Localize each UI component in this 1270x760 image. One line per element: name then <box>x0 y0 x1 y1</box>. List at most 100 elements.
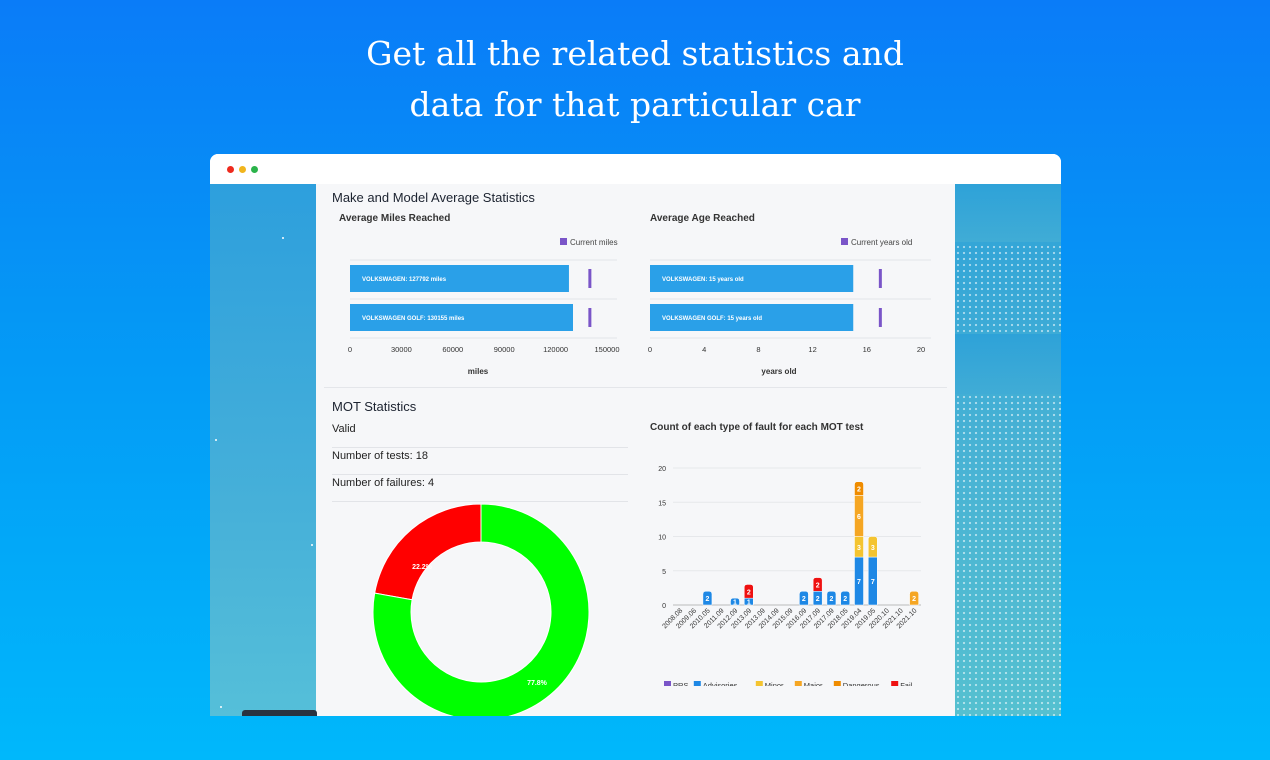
fault-legend-swatch <box>755 681 763 686</box>
donut-slices <box>372 504 590 716</box>
miles-tick-labels: 0 30000 60000 90000 120000 150000 <box>348 345 620 354</box>
fault-bar-value: 7 <box>871 579 875 586</box>
age-chart: Current years old VOLKSWAGEN: 15 years o… <box>648 238 931 376</box>
fault-y-tick: 20 <box>658 466 666 473</box>
miles-bar[interactable] <box>350 265 569 292</box>
miles-bars: VOLKSWAGEN: 127792 miles VOLKSWAGEN GOLF:… <box>350 265 592 331</box>
fault-bar-segment-major[interactable] <box>909 591 919 606</box>
miles-bar-label: VOLKSWAGEN: 127792 miles <box>362 277 447 283</box>
miles-chart-title: Average Miles Reached <box>339 213 451 224</box>
pass-percent-label: 77.8% <box>527 680 548 687</box>
fault-bar-value: 1 <box>747 600 751 607</box>
app-window: Make and Model Average Statistics Averag… <box>210 154 1061 716</box>
fault-legend-label[interactable]: Fail <box>900 681 912 686</box>
close-window-button[interactable] <box>227 166 234 173</box>
age-tick-labels: 0 4 8 12 16 20 <box>648 345 925 354</box>
headline-line-1: Get all the related statistics and <box>366 34 904 73</box>
window-titlebar <box>210 154 1061 184</box>
fault-bar-segment-fail[interactable] <box>744 584 754 599</box>
miles-tick-label: 0 <box>348 345 352 354</box>
averages-title: Make and Model Average Statistics <box>332 190 535 205</box>
pass-fail-donut: 22.2% 77.8% <box>372 504 590 716</box>
miles-tick-label: 120000 <box>543 345 568 354</box>
fault-legend-label[interactable]: Advisories <box>703 681 738 686</box>
age-bar[interactable] <box>650 304 854 331</box>
fault-gridlines <box>673 467 921 606</box>
miles-current-marker[interactable] <box>588 269 592 288</box>
fault-y-tick-labels: 0 5 10 15 20 <box>658 466 666 610</box>
age-tick-label: 0 <box>648 345 652 354</box>
background-speck <box>282 237 284 239</box>
maximize-window-button[interactable] <box>251 166 258 173</box>
fault-bar-value: 3 <box>857 545 861 552</box>
fault-y-tick: 10 <box>658 535 666 542</box>
fault-legend-label[interactable]: PRS <box>673 681 688 686</box>
fault-legend-label[interactable]: Minor <box>765 681 784 686</box>
miles-axis-label: miles <box>468 367 489 376</box>
fault-bar-segment-advisories[interactable] <box>840 591 850 606</box>
fault-y-tick: 15 <box>658 500 666 507</box>
fault-bar-value: 2 <box>843 596 847 603</box>
fault-legend-swatch <box>833 681 841 686</box>
background-speck <box>220 706 222 708</box>
fault-legend: PRS Advisories Minor Major Dangerous Fail <box>664 681 913 686</box>
fault-legend-swatch <box>794 681 802 686</box>
fault-bar-value: 3 <box>871 545 875 552</box>
age-current-marker[interactable] <box>878 269 882 288</box>
age-bar-label: VOLKSWAGEN GOLF: 15 years old <box>662 316 762 322</box>
miles-tick-label: 150000 <box>594 345 619 354</box>
fault-x-tick-labels: 2008.082009.062010.052011.092012.092013.… <box>661 607 918 630</box>
fault-bar-value: 2 <box>816 582 820 589</box>
page-background-right <box>955 184 1061 716</box>
fault-bars: 2 1 1 2 2 2 2 2 2 7 3 6 2 7 3 2 <box>702 481 919 607</box>
age-tick-label: 12 <box>808 345 816 354</box>
fault-legend-label[interactable]: Dangerous <box>843 681 880 686</box>
fault-bar-segment-advisories[interactable] <box>826 591 837 606</box>
age-bar[interactable] <box>650 265 854 292</box>
fault-bar-segment-fail[interactable] <box>812 577 823 592</box>
miles-tick-label: 60000 <box>442 345 463 354</box>
fault-y-tick: 0 <box>662 603 666 610</box>
fault-legend-swatch <box>891 681 899 686</box>
miles-gridlines <box>350 259 617 339</box>
donut-slice-fail[interactable] <box>374 504 482 601</box>
miles-bar[interactable] <box>350 304 573 331</box>
fault-bar-segment-minor[interactable] <box>868 536 878 558</box>
miles-chart: Current miles VOLKSWAGEN: 127792 milesVO… <box>348 238 620 376</box>
age-bars: VOLKSWAGEN: 15 years old VOLKSWAGEN GOLF:… <box>650 265 882 331</box>
miles-current-marker[interactable] <box>588 308 592 327</box>
donut-slice-pass[interactable] <box>372 504 590 716</box>
age-tick-label: 16 <box>863 345 871 354</box>
minimize-window-button[interactable] <box>239 166 246 173</box>
age-chart-title: Average Age Reached <box>650 213 755 224</box>
fault-bar-segment-advisories[interactable] <box>702 591 713 606</box>
fault-chart: 0 5 10 15 20 2 1 1 2 2 2 2 2 2 7 3 6 2 7 3 2 2008.082009.06… <box>658 466 921 686</box>
age-tick-label: 20 <box>917 345 925 354</box>
fault-legend-swatch <box>664 681 671 686</box>
section-divider <box>324 387 947 388</box>
legend-label-current-years[interactable]: Current years old <box>851 238 912 247</box>
age-axis-label: years old <box>761 367 796 376</box>
fault-bar-segment-advisories[interactable] <box>730 597 740 606</box>
fault-bar-value: 2 <box>802 596 806 603</box>
fault-bar-value: 2 <box>857 487 861 494</box>
fault-bar-value: 6 <box>857 514 861 521</box>
legend-swatch-current-miles <box>560 238 567 245</box>
background-speck <box>311 544 313 546</box>
page-background-left <box>210 184 316 716</box>
tooltip-fragment <box>242 710 317 716</box>
fault-legend-label[interactable]: Major <box>804 681 823 686</box>
legend-label-current-miles[interactable]: Current miles <box>570 238 618 247</box>
legend-swatch-current-years <box>841 238 848 245</box>
age-gridlines <box>650 259 931 339</box>
fault-bar-segment-dangerous[interactable] <box>854 481 864 496</box>
miles-bar-label: VOLKSWAGEN GOLF: 130155 miles <box>362 316 465 322</box>
fault-bar-segment-advisories[interactable] <box>799 591 809 606</box>
miles-tick-label: 30000 <box>391 345 412 354</box>
headline: Get all the related statistics and data … <box>0 28 1270 130</box>
fault-y-tick: 5 <box>662 569 666 576</box>
fault-chart-title: Count of each type of fault for each MOT… <box>650 422 864 433</box>
fault-bar-value: 7 <box>857 579 861 586</box>
fault-bar-value: 2 <box>747 589 751 596</box>
age-current-marker[interactable] <box>878 308 882 327</box>
